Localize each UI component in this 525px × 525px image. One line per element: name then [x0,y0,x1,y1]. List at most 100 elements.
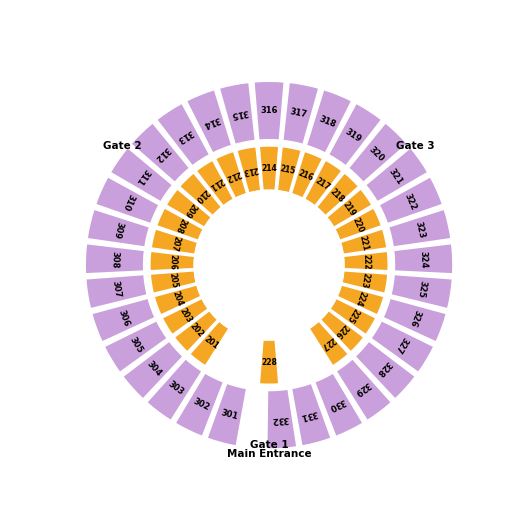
Wedge shape [349,123,407,183]
Text: 323: 323 [413,221,426,240]
Wedge shape [304,160,342,206]
Text: 310: 310 [120,193,135,212]
Wedge shape [190,321,229,366]
Wedge shape [343,251,388,271]
Wedge shape [156,103,210,166]
Text: 302: 302 [192,396,211,412]
Wedge shape [340,229,387,255]
Text: 311: 311 [134,166,151,186]
Wedge shape [186,89,232,153]
Wedge shape [330,298,376,335]
Wedge shape [219,82,256,144]
Text: 226: 226 [332,321,350,339]
Text: 315: 315 [230,107,249,119]
Text: Gate 1: Gate 1 [250,440,288,450]
Text: 327: 327 [393,335,410,354]
Text: 322: 322 [403,192,418,212]
Text: 303: 303 [166,380,186,397]
Text: 202: 202 [188,321,206,339]
Text: 313: 313 [175,127,195,144]
Text: 207: 207 [169,235,181,252]
Text: 312: 312 [152,144,171,163]
Wedge shape [215,151,247,198]
Wedge shape [291,383,331,446]
Text: 308: 308 [110,251,119,268]
Wedge shape [254,81,285,140]
Wedge shape [320,310,364,352]
Text: 201: 201 [202,334,219,351]
Wedge shape [328,103,382,166]
Wedge shape [85,244,144,274]
Wedge shape [146,359,202,421]
Text: 205: 205 [167,272,179,289]
Text: 328: 328 [375,359,393,378]
Text: 321: 321 [387,166,404,186]
Text: 214: 214 [261,164,277,173]
Wedge shape [306,89,352,153]
Text: 306: 306 [117,308,131,328]
Text: 220: 220 [350,217,365,235]
Wedge shape [110,148,173,202]
Text: 319: 319 [343,127,363,144]
Wedge shape [175,373,224,437]
Text: 222: 222 [361,254,371,270]
Text: 210: 210 [193,186,211,204]
Text: Gate 2: Gate 2 [103,141,142,151]
Wedge shape [174,310,218,352]
Text: 206: 206 [167,254,177,270]
Wedge shape [391,275,453,309]
Text: 330: 330 [327,396,346,412]
Text: 218: 218 [328,186,345,204]
Wedge shape [388,209,451,247]
Wedge shape [314,373,363,437]
Wedge shape [259,146,279,191]
Wedge shape [259,340,279,384]
Text: Main Entrance: Main Entrance [227,449,311,459]
Wedge shape [180,173,222,216]
Wedge shape [365,148,428,202]
Wedge shape [336,359,392,421]
Text: 318: 318 [317,114,337,129]
Text: 329: 329 [352,380,372,397]
Text: 212: 212 [224,168,242,182]
Wedge shape [87,209,150,247]
Wedge shape [394,244,453,274]
Text: 301: 301 [219,408,238,421]
Wedge shape [291,151,323,198]
Text: 213: 213 [242,164,259,176]
Wedge shape [104,321,167,373]
Text: 204: 204 [171,289,185,307]
Wedge shape [207,383,247,446]
Wedge shape [166,189,212,227]
Wedge shape [131,123,190,183]
Wedge shape [237,146,261,193]
Text: 320: 320 [367,144,386,163]
Wedge shape [282,82,319,144]
Wedge shape [379,176,443,224]
Text: 324: 324 [419,251,428,269]
Wedge shape [342,271,388,293]
Wedge shape [144,140,394,391]
Text: 225: 225 [344,306,360,324]
Wedge shape [196,160,234,206]
Text: 326: 326 [407,308,422,328]
Text: 307: 307 [111,280,122,299]
Text: 217: 217 [313,176,331,192]
Wedge shape [156,208,204,240]
Wedge shape [151,229,198,255]
Wedge shape [371,321,434,373]
Wedge shape [355,341,415,399]
Text: 332: 332 [271,414,289,425]
Wedge shape [91,298,155,342]
Text: 219: 219 [340,201,357,218]
Wedge shape [327,189,372,227]
Text: 209: 209 [181,201,198,218]
Text: 215: 215 [279,164,296,176]
Wedge shape [86,275,148,309]
Wedge shape [267,389,297,449]
Wedge shape [123,341,183,399]
Wedge shape [150,251,195,271]
Text: 223: 223 [359,272,371,289]
Wedge shape [154,285,201,315]
Wedge shape [337,285,384,315]
